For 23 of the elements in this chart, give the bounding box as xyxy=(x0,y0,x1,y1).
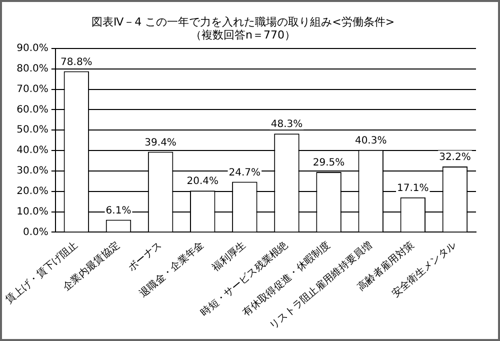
y-tick-label: 20.0% xyxy=(16,186,48,197)
y-tick-label: 60.0% xyxy=(16,104,48,116)
data-label: 39.4% xyxy=(144,137,176,148)
chart-title: 図表Ⅳ－4 この一年で力を入れた職場の取り組み<労働条件> xyxy=(91,15,395,28)
data-label: 40.3% xyxy=(354,136,387,147)
data-label: 32.2% xyxy=(439,152,471,164)
y-tick-label: 30.0% xyxy=(16,166,48,177)
y-tick-label: 90.0% xyxy=(16,42,48,54)
chart-subtitle: （複数回答n＝770） xyxy=(190,28,296,42)
data-label: 29.5% xyxy=(312,158,345,169)
y-tick-label: 70.0% xyxy=(16,84,48,95)
data-label: 78.8% xyxy=(60,56,92,68)
data-label: 24.7% xyxy=(228,167,261,178)
y-tick-label: 50.0% xyxy=(16,124,48,136)
data-label: 20.4% xyxy=(186,176,218,188)
y-tick-label: 10.0% xyxy=(16,206,48,218)
data-label: 48.3% xyxy=(270,119,303,130)
y-tick-label: 80.0% xyxy=(16,63,48,74)
y-tick-label: 0.0% xyxy=(22,226,48,238)
data-label: 6.1% xyxy=(106,205,132,216)
data-label: 17.1% xyxy=(397,182,429,194)
y-tick-label: 40.0% xyxy=(16,145,48,156)
x-tick-label: ボーナス xyxy=(126,240,164,274)
